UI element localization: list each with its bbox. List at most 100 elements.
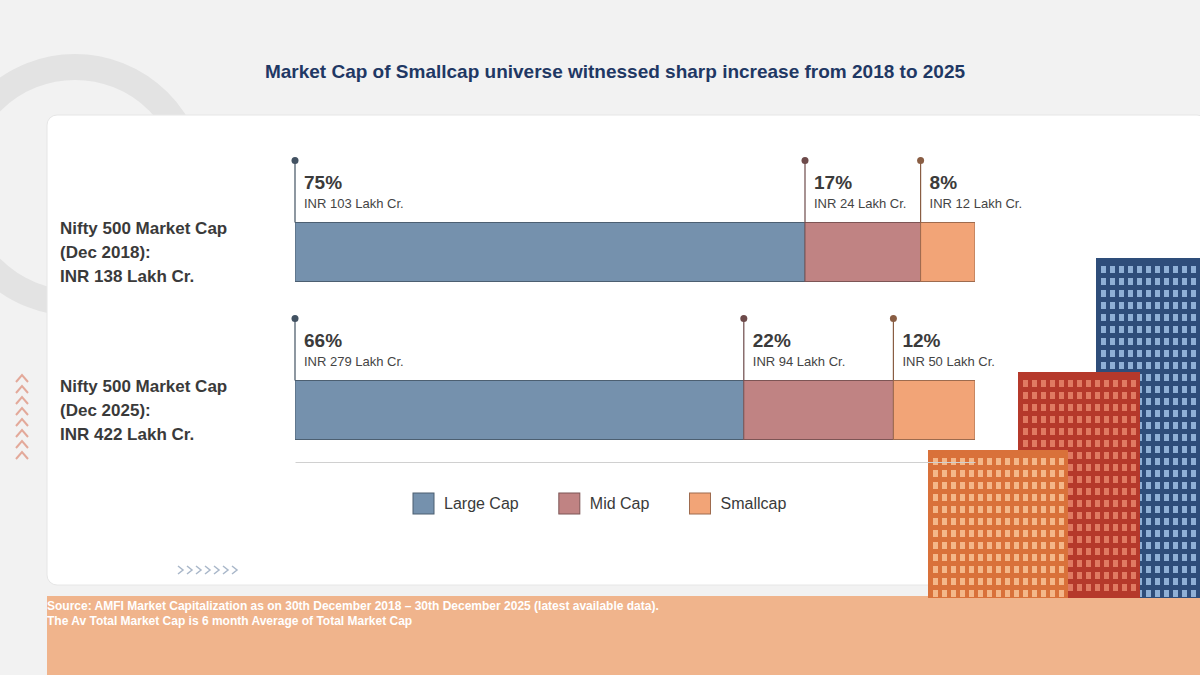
decor-window — [933, 578, 938, 585]
bar-segment — [921, 223, 975, 282]
decor-window — [933, 530, 938, 537]
decor-window — [933, 494, 938, 501]
decor-window — [1173, 374, 1178, 381]
decor-window — [1005, 590, 1010, 597]
decor-window — [1104, 584, 1109, 591]
decor-window — [1164, 482, 1169, 489]
decor-window — [1068, 428, 1073, 435]
decor-window — [1104, 404, 1109, 411]
decor-window — [1164, 350, 1169, 357]
decor-window — [933, 482, 938, 489]
legend-swatch — [413, 493, 434, 514]
decor-window — [1014, 530, 1019, 537]
label-leader — [294, 319, 295, 381]
decor-window — [1191, 350, 1196, 357]
decor-window — [1032, 404, 1037, 411]
decor-window — [1131, 416, 1136, 423]
decor-window — [1095, 392, 1100, 399]
decor-building — [928, 450, 1068, 598]
decor-window — [1095, 416, 1100, 423]
decor-window — [1173, 314, 1178, 321]
decor-window — [1101, 350, 1106, 357]
decor-window — [987, 566, 992, 573]
decor-window — [996, 518, 1001, 525]
decor-window — [1131, 584, 1136, 591]
decor-window — [996, 590, 1001, 597]
decor-window — [1101, 266, 1106, 273]
decor-window — [1173, 350, 1178, 357]
decor-window — [1113, 536, 1118, 543]
decor-window — [1182, 434, 1187, 441]
decor-window — [933, 506, 938, 513]
decor-window — [1164, 578, 1169, 585]
decor-window — [1086, 536, 1091, 543]
decor-window — [1122, 452, 1127, 459]
decor-window — [978, 518, 983, 525]
category-label: Nifty 500 Market Cap(Dec 2025):INR 422 L… — [60, 377, 227, 444]
decor-window — [1068, 584, 1073, 591]
decor-window — [1173, 362, 1178, 369]
decor-window — [1122, 548, 1127, 555]
decor-window — [1104, 452, 1109, 459]
decor-window — [1095, 500, 1100, 507]
category-labels: Nifty 500 Market Cap(Dec 2018):INR 138 L… — [60, 219, 227, 444]
decor-window — [1095, 380, 1100, 387]
decor-window — [1191, 338, 1196, 345]
decor-window — [1068, 536, 1073, 543]
decor-window — [1164, 266, 1169, 273]
decor-window — [951, 506, 956, 513]
decor-window — [1077, 392, 1082, 399]
decor-window — [1155, 338, 1160, 345]
decor-window — [969, 554, 974, 561]
decor-window — [1131, 380, 1136, 387]
decor-window — [996, 506, 1001, 513]
decor-window — [987, 554, 992, 561]
decor-window — [1182, 506, 1187, 513]
decor-chevron — [16, 386, 28, 393]
decor-window — [1005, 530, 1010, 537]
decor-window — [1041, 392, 1046, 399]
decor-window — [987, 578, 992, 585]
decor-window — [1173, 482, 1178, 489]
decor-window — [1131, 440, 1136, 447]
decor-window — [1032, 518, 1037, 525]
decor-window — [1155, 410, 1160, 417]
label-dot — [292, 315, 299, 322]
decor-window — [1191, 266, 1196, 273]
decor-window — [1146, 422, 1151, 429]
decor-window — [996, 494, 1001, 501]
decor-window — [1173, 518, 1178, 525]
decor-window — [1119, 314, 1124, 321]
decor-window — [1146, 266, 1151, 273]
decor-window — [1164, 494, 1169, 501]
decor-window — [1155, 398, 1160, 405]
decor-window — [1068, 416, 1073, 423]
decor-window — [996, 530, 1001, 537]
decor-window — [1041, 416, 1046, 423]
decor-window — [1131, 560, 1136, 567]
decor-window — [1164, 338, 1169, 345]
decor-window — [1182, 530, 1187, 537]
amount-label: INR 279 Lakh Cr. — [304, 354, 404, 369]
decor-window — [1014, 518, 1019, 525]
decor-window — [1131, 500, 1136, 507]
decor-window — [1032, 440, 1037, 447]
decor-window — [1059, 440, 1064, 447]
decor-window — [1086, 464, 1091, 471]
decor-window — [1131, 512, 1136, 519]
decor-window — [1104, 560, 1109, 567]
decor-window — [1095, 560, 1100, 567]
decor-window — [1128, 338, 1133, 345]
decor-window — [951, 458, 956, 465]
decor-window — [1155, 290, 1160, 297]
decor-window — [1146, 362, 1151, 369]
decor-chevron — [16, 397, 28, 404]
decor-window — [1155, 446, 1160, 453]
decor-chevron — [196, 566, 201, 574]
data-label: 8% — [930, 172, 958, 193]
decor-window — [1191, 398, 1196, 405]
decor-window — [1023, 494, 1028, 501]
decor-window — [1182, 350, 1187, 357]
decor-window — [1059, 506, 1064, 513]
decor-window — [1173, 578, 1178, 585]
